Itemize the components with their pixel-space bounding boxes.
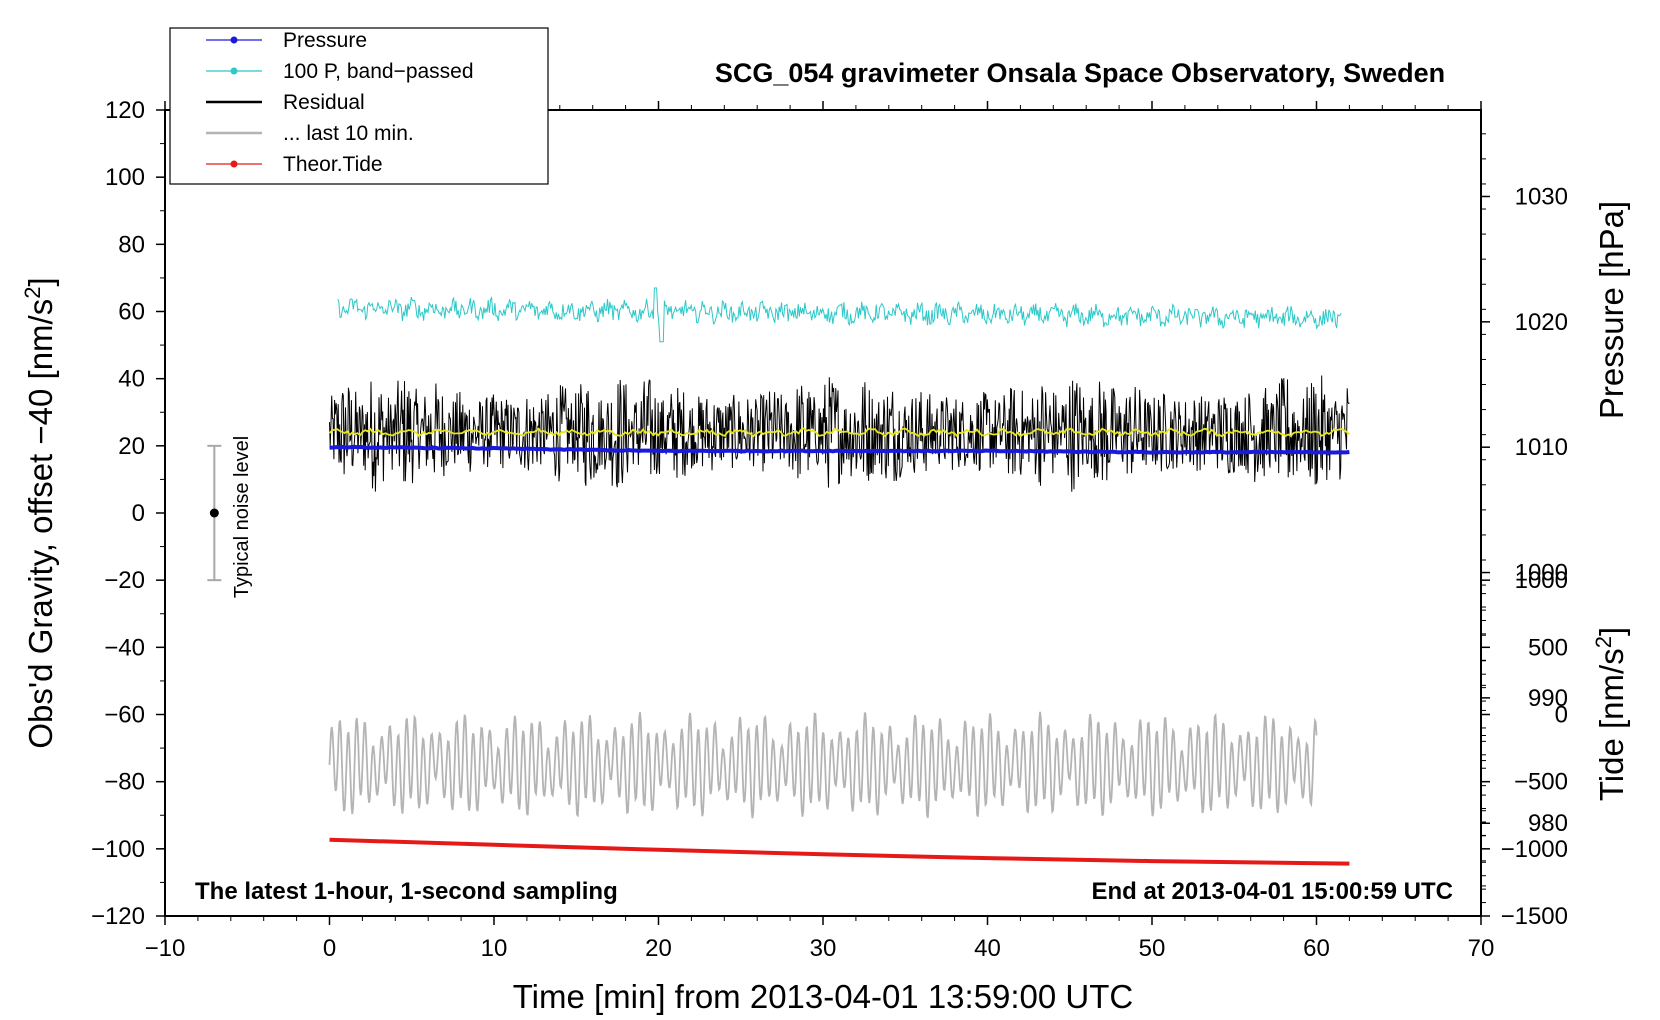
x-tick-label: 50 xyxy=(1139,935,1166,962)
y-tick-label: 60 xyxy=(118,299,145,326)
x-tick-label: 40 xyxy=(974,935,1001,962)
tide-tick-label: 1000 xyxy=(1515,567,1568,594)
y-tick-label: 100 xyxy=(105,164,145,191)
y-tick-label: −100 xyxy=(91,836,145,863)
legend-label: ... last 10 min. xyxy=(283,122,414,145)
y-tick-label: 40 xyxy=(118,366,145,393)
y-tick-label: 0 xyxy=(132,500,145,527)
y-tick-label: −120 xyxy=(91,903,145,930)
y-tick-label: −40 xyxy=(104,634,145,661)
legend-label: Theor.Tide xyxy=(283,153,383,176)
legend-box xyxy=(169,27,549,185)
tide-tick-label: −500 xyxy=(1514,769,1568,796)
residual-line xyxy=(329,375,1350,492)
legend-marker xyxy=(230,160,238,168)
pressure-axis-title: Pressure [hPa] xyxy=(1593,201,1630,419)
pressure-tick-label: 990 xyxy=(1528,685,1568,712)
y-tick-label: 20 xyxy=(118,433,145,460)
x-tick-label: 30 xyxy=(810,935,837,962)
end-time-note: End at 2013-04-01 15:00:59 UTC xyxy=(1092,878,1454,905)
x-tick-label: 0 xyxy=(323,935,336,962)
sampling-note: The latest 1-hour, 1-second sampling xyxy=(195,878,618,905)
tide-tick-label: −1500 xyxy=(1501,903,1568,930)
noise-level-marker: Typical noise level xyxy=(207,436,253,598)
tide-tick-label: −1000 xyxy=(1501,836,1568,863)
x-tick-label: 60 xyxy=(1303,935,1330,962)
x-tick-label: 10 xyxy=(481,935,508,962)
y-tick-label: −80 xyxy=(104,769,145,796)
noise-level-label: Typical noise level xyxy=(231,436,253,598)
x-axis-title: Time [min] from 2013-04-01 13:59:00 UTC xyxy=(513,978,1134,1015)
pressure-tick-label: 1030 xyxy=(1515,183,1568,210)
noise-level-dot xyxy=(209,508,219,518)
pressure-tick-label: 1010 xyxy=(1515,434,1568,461)
plot-frame xyxy=(164,109,1482,917)
pressure-tick-label: 1000 xyxy=(1515,560,1568,587)
pressure-line xyxy=(329,444,1350,455)
legend: Pressure 100 P, band−passed Residual ... la… xyxy=(169,27,549,185)
legend-label: Residual xyxy=(283,91,365,114)
series-layer xyxy=(328,287,1351,866)
residual-smoothed-line xyxy=(328,427,1351,438)
pressure-tick-label: 1020 xyxy=(1515,309,1568,336)
x-tick-label: 20 xyxy=(645,935,672,962)
tide-axis-title: Tide [nm/s2] xyxy=(1591,627,1630,801)
legend-marker xyxy=(230,36,238,44)
last-10-min-line xyxy=(328,711,1318,819)
band-passed-pressure-line xyxy=(337,287,1342,343)
pressure-tick-label: 980 xyxy=(1528,810,1568,837)
axes-layer: −10 0 10 20 30 40 50 60 70−120−100−80−60−40−2002… xyxy=(91,97,1568,962)
y-tick-label: 120 xyxy=(105,97,145,124)
x-tick-label: −10 xyxy=(145,935,186,962)
legend-label: Pressure xyxy=(283,29,367,52)
legend-label: 100 P, band−passed xyxy=(283,60,474,83)
y-tick-label: −60 xyxy=(104,702,145,729)
tide-tick-label: 500 xyxy=(1528,634,1568,661)
theoretical-tide-line xyxy=(329,837,1350,866)
y-tick-label: −20 xyxy=(104,567,145,594)
y-tick-label: 80 xyxy=(118,231,145,258)
legend-marker xyxy=(230,67,238,75)
y-left-axis-title: Obs'd Gravity, offset −40 [nm/s2] xyxy=(20,277,59,748)
chart-title: SCG_054 gravimeter Onsala Space Observat… xyxy=(715,58,1445,88)
x-tick-label: 70 xyxy=(1468,935,1495,962)
tide-tick-label: 0 xyxy=(1555,702,1568,729)
